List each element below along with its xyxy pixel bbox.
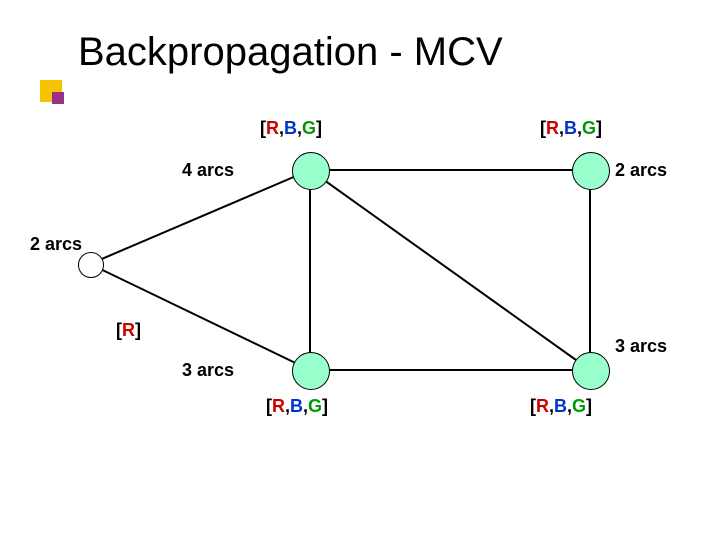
domain-label: [R,B,G] [260, 118, 322, 139]
arc-count-label: 3 arcs [182, 360, 234, 381]
arc-count-label: 2 arcs [30, 234, 82, 255]
domain-label: [R] [116, 320, 141, 341]
graph-node [292, 352, 330, 390]
graph-node [292, 152, 330, 190]
arc-count-label: 4 arcs [182, 160, 234, 181]
graph-node [572, 152, 610, 190]
arc-count-label: 2 arcs [615, 160, 667, 181]
domain-label: [R,B,G] [266, 396, 328, 417]
domain-label: [R,B,G] [540, 118, 602, 139]
graph-node [572, 352, 610, 390]
graph-node-small [78, 252, 104, 278]
domain-label: [R,B,G] [530, 396, 592, 417]
arc-count-label: 3 arcs [615, 336, 667, 357]
graph-edges [0, 0, 720, 540]
